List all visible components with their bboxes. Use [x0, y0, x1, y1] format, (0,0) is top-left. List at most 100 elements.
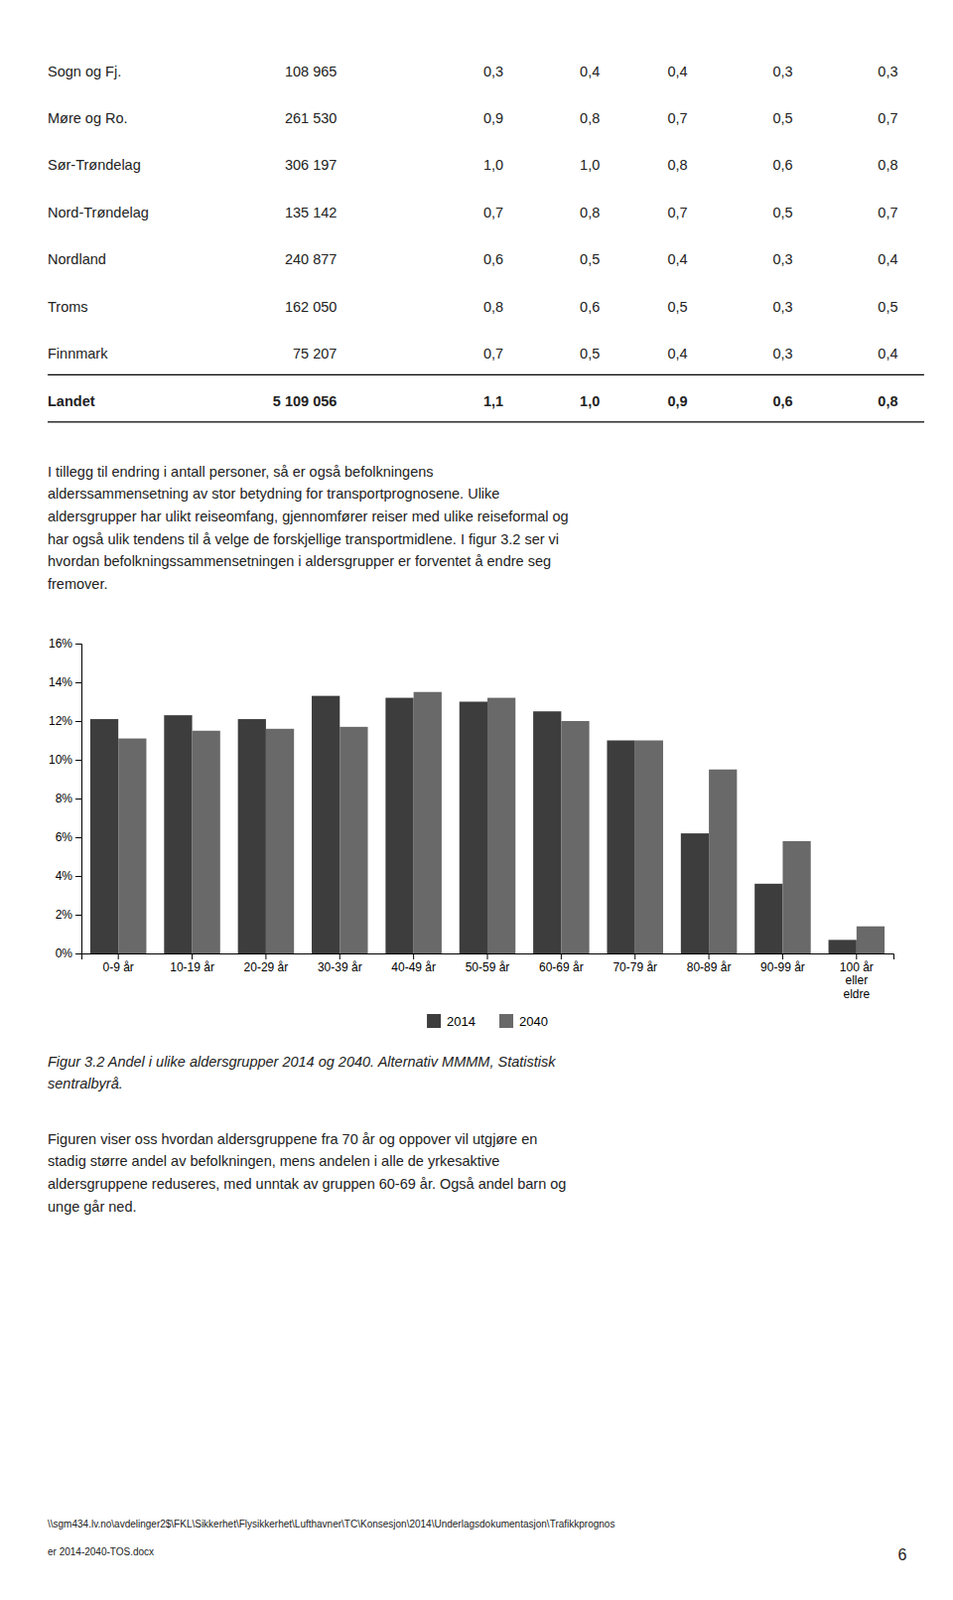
table-cell: 1,0 [579, 156, 600, 173]
y-tick: 8% [55, 791, 82, 806]
x-tick: 20-29 år [244, 953, 289, 974]
text-line: sentralbyrå. [47, 1075, 124, 1091]
bar-chart: 0%2%4%6%8%10%12%14%16%0-9 år10-19 år20-2… [48, 636, 895, 1028]
table-cell: 0,4 [877, 345, 898, 362]
bar [828, 939, 857, 953]
x-tick-label-line: eldre [842, 986, 870, 1001]
text-line: har også ulik tendens til å velge de for… [47, 531, 559, 547]
table-cell: 0,4 [579, 63, 600, 80]
table: Sogn og Fj.108 9650,30,40,40,30,3Møre og… [47, 63, 925, 422]
y-tick-label: 2% [55, 907, 74, 922]
table-cell: 0,4 [667, 63, 687, 80]
x-tick-mark [855, 953, 857, 959]
table-cell: 0,3 [772, 63, 793, 80]
table-cell: 0,9 [667, 393, 687, 409]
bar [754, 883, 783, 953]
x-tick-label-line: 70-79 år [612, 959, 658, 974]
text-line: alderssammensetning av stor betydning fo… [47, 485, 500, 502]
table-cell: 0,3 [772, 345, 793, 362]
x-tick-label-line: 20-29 år [244, 959, 289, 974]
bar [487, 697, 516, 953]
table-cell: 0,7 [483, 345, 504, 362]
text-line: Figuren viser oss hvordan aldersgruppene… [47, 1130, 538, 1147]
bar [339, 726, 368, 953]
x-tick: 100 årellereldre [839, 953, 874, 1001]
legend-item: 2014 [426, 1013, 476, 1029]
table-cell: Møre og Ro. [47, 110, 129, 127]
text-line: aldersgrupper har ulikt reiseomfang, gje… [47, 508, 569, 525]
text-line: aldersgruppene reduseres, med unntak av … [47, 1175, 566, 1192]
table-cell: 261 530 [284, 110, 337, 127]
y-tick: 10% [48, 752, 82, 767]
x-tick: 30-39 år [317, 953, 363, 974]
y-axis: 0%2%4%6%8%10%12%14%16% [48, 636, 83, 960]
table-cell: 0,6 [772, 156, 793, 173]
table-cell: 0,5 [772, 204, 793, 221]
text-line: stadig større andel av befolkningen, men… [47, 1152, 500, 1169]
table-cell: 0,8 [579, 110, 600, 127]
table-cell: 0,8 [877, 156, 898, 173]
table-cell: 0,5 [772, 110, 793, 127]
bar [856, 926, 885, 953]
x-tick: 70-79 år [612, 953, 658, 974]
x-tick-label-line: 100 år [839, 959, 874, 974]
y-tick-mark [75, 681, 82, 683]
bar [606, 740, 635, 954]
y-tick-label: 10% [48, 752, 73, 767]
x-tick-label-line: 50-59 år [465, 959, 511, 974]
table-cell: 5 109 056 [272, 393, 338, 409]
x-tick-label-line: 0-9 år [103, 959, 135, 974]
x-tick-label-line: 80-89 år [686, 959, 732, 974]
footer-line: er 2014-2040-TOS.docx [47, 1545, 154, 1557]
x-tick-mark [560, 953, 562, 959]
legend: 20142040 [426, 1013, 548, 1029]
table-rule [47, 420, 925, 422]
x-tick: 80-89 år [686, 953, 732, 974]
bar [560, 720, 589, 953]
table-cell: 135 142 [284, 204, 337, 221]
x-tick-label: 0-9 år [103, 959, 135, 974]
table-cell: Sør-Trøndelag [47, 156, 141, 173]
y-tick: 12% [48, 713, 82, 728]
table-cell: 240 877 [284, 251, 337, 268]
table-cell: 0,8 [483, 298, 504, 315]
bars [90, 691, 885, 953]
table-cell: 0,4 [667, 251, 687, 268]
table-cell: 0,7 [667, 110, 687, 127]
legend-swatch [499, 1013, 514, 1028]
y-tick-mark [75, 643, 82, 645]
legend-swatch [426, 1013, 441, 1028]
table-cell: Finnmark [47, 345, 109, 362]
x-tick-label-line: 60-69 år [539, 959, 584, 974]
x-tick-mark [708, 953, 710, 959]
y-tick-label: 8% [55, 791, 74, 806]
table-cell: 0,3 [772, 298, 793, 315]
x-tick-mark [339, 953, 341, 959]
x-tick-label-line: 10-19 år [169, 959, 215, 974]
page: Sogn og Fj.108 9650,30,40,40,30,3Møre og… [0, 0, 953, 1600]
x-tick-label: 40-49 år [391, 959, 436, 974]
x-tick-label: 30-39 år [317, 959, 363, 974]
bar [90, 718, 119, 953]
y-tick-label: 6% [55, 829, 74, 844]
x-tick-mark [782, 953, 784, 959]
y-tick-mark [75, 798, 82, 800]
table-cell: 0,9 [483, 110, 504, 127]
table-cell: 306 197 [284, 156, 337, 173]
x-tick-label: 100 årellereldre [839, 959, 874, 1002]
table-cell: Troms [47, 298, 89, 315]
y-tick-label: 16% [48, 636, 73, 651]
table-cell: 75 207 [292, 345, 337, 362]
bar [238, 718, 267, 953]
y-tick-label: 0% [55, 946, 74, 960]
bar [311, 695, 340, 953]
x-tick: 0-9 år [103, 953, 135, 974]
y-axis-line [75, 644, 83, 954]
y-tick-label: 14% [48, 675, 73, 689]
table-cell: 0,5 [579, 345, 600, 362]
table-cell: 0,5 [667, 298, 687, 315]
x-tick-label: 60-69 år [539, 959, 584, 974]
table-cell: 0,3 [772, 251, 793, 268]
x-tick: 40-49 år [391, 953, 436, 974]
bar [266, 728, 294, 953]
